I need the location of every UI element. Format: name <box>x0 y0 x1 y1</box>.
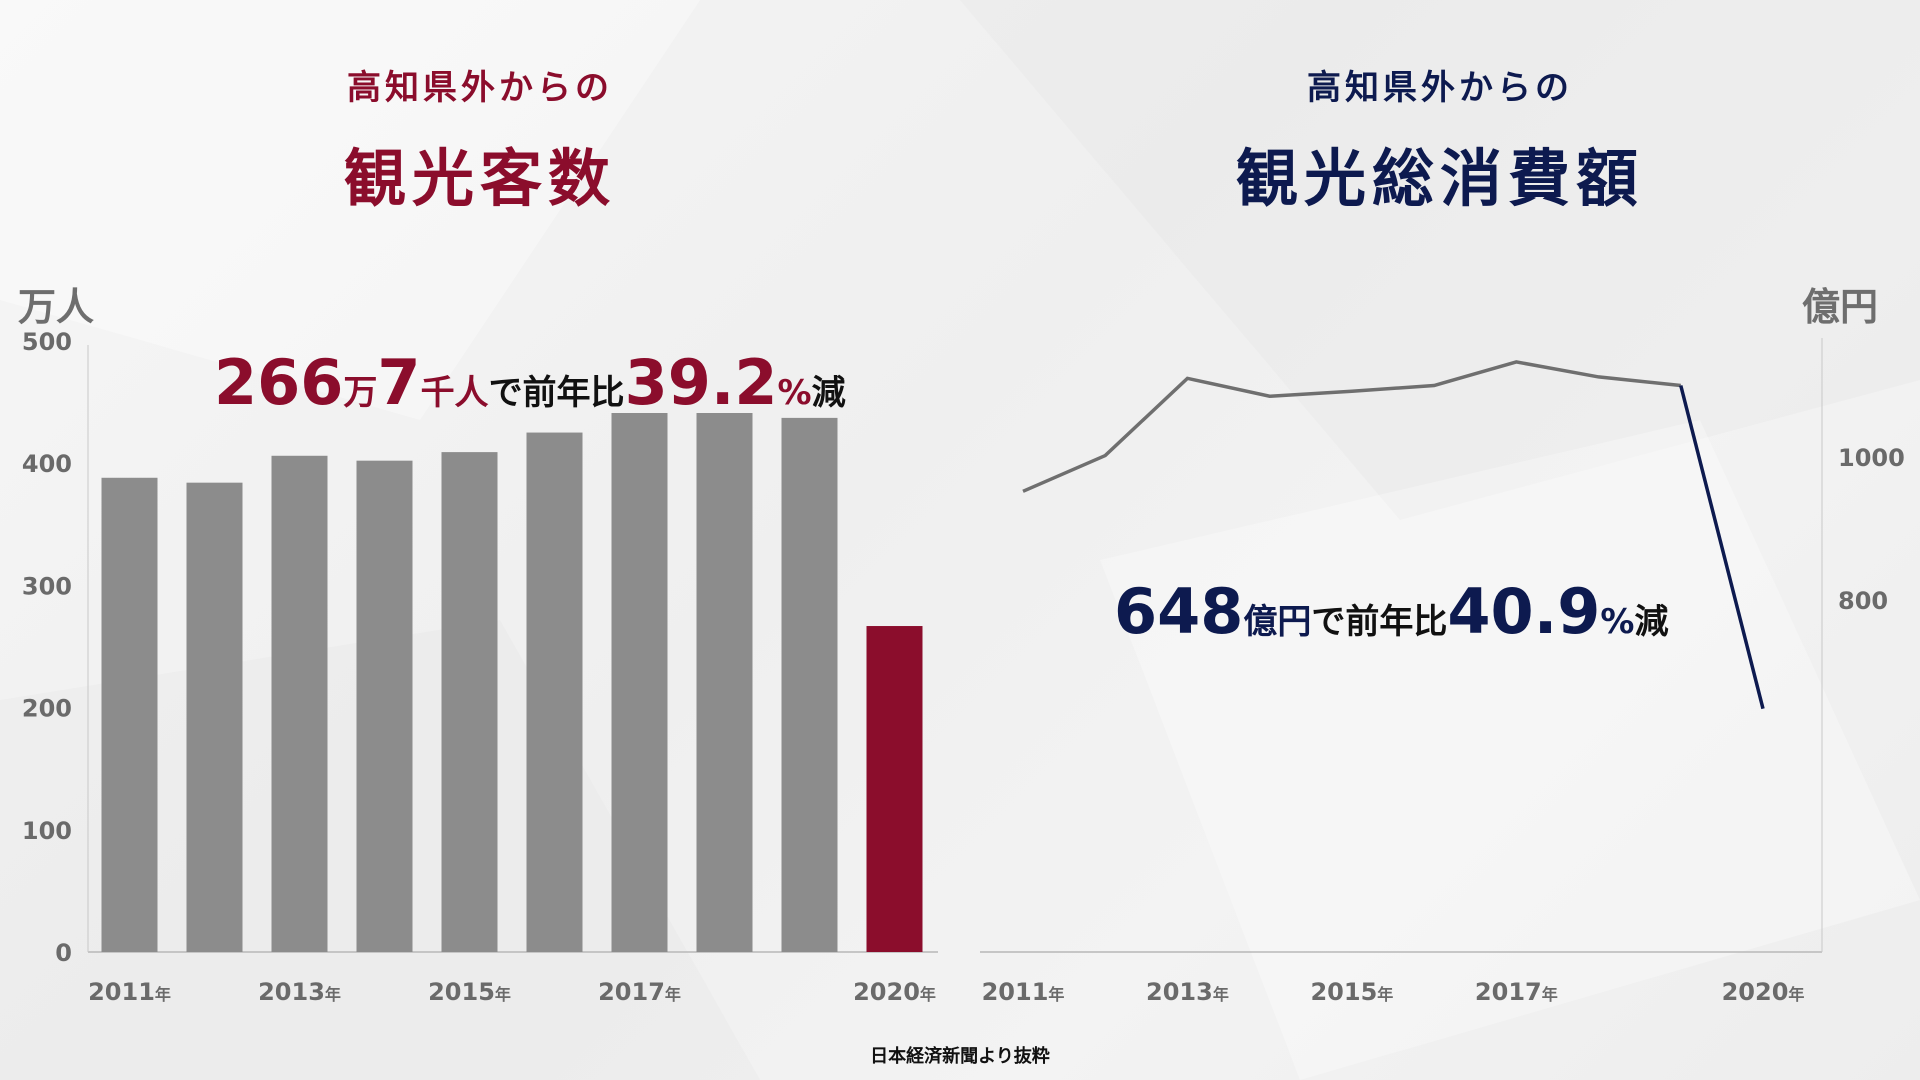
x-tick-label-2020: 2020年 <box>853 978 936 1006</box>
series-line-2020-drop <box>1679 385 1765 710</box>
bar-2015 <box>441 452 498 952</box>
callout-mid-text: で前年比 <box>488 373 625 413</box>
right-title: 観光総消費額 <box>1235 142 1644 215</box>
bar-2018 <box>696 413 753 952</box>
spending-line-chart: 800 1000 2011年 2013年 2015年 2017年 2020年 <box>980 338 1905 1006</box>
y-tick-label: 0 <box>55 939 72 967</box>
x-tick-label-2015: 2015年 <box>428 978 511 1006</box>
callout-unit: 億円 <box>1243 602 1312 642</box>
bar-2016 <box>526 432 583 952</box>
series-line <box>1022 360 1681 493</box>
y-tick-label: 800 <box>1838 587 1888 615</box>
x-tick-label-2017: 2017年 <box>598 978 681 1006</box>
callout-percent-value: 39.2 <box>624 346 778 419</box>
right-y-unit-label: 億円 <box>1802 285 1879 329</box>
x-tick-label-2015: 2015年 <box>1310 978 1393 1006</box>
callout-percent-value: 40.9 <box>1447 575 1601 648</box>
y-tick-label: 100 <box>22 817 72 845</box>
y-tick-label: 300 <box>22 572 72 600</box>
y-tick-label: 200 <box>22 695 72 723</box>
bar-2014 <box>356 460 413 952</box>
bar-2011 <box>101 477 158 952</box>
right-title-subtitle: 高知県外からの <box>1307 68 1573 108</box>
bar-2019 <box>781 417 838 952</box>
bar-2020 <box>866 626 923 952</box>
callout-value-sen: 7 <box>377 346 421 419</box>
left-callout: 266万7千人で前年比39.2%減 <box>214 346 846 419</box>
y-tick-label: 1000 <box>1838 444 1905 472</box>
y-tick-label: 400 <box>22 450 72 478</box>
callout-percent-sign: % <box>777 373 812 413</box>
source-credit: 日本経済新聞より抜粋 <box>870 1046 1050 1067</box>
callout-value-man: 266 <box>214 346 344 419</box>
callout-mid-text: で前年比 <box>1311 602 1448 642</box>
callout-unit-sennin: 千人 <box>420 373 489 413</box>
callout-tail-text: 減 <box>1634 602 1669 642</box>
x-tick-label-2013: 2013年 <box>258 978 341 1006</box>
bar-2017 <box>611 413 668 952</box>
y-tick-label: 500 <box>22 328 72 356</box>
x-tick-label-2013: 2013年 <box>1146 978 1229 1006</box>
callout-percent-sign: % <box>1600 602 1635 642</box>
x-tick-label-2020: 2020年 <box>1722 978 1805 1006</box>
left-title-subtitle: 高知県外からの <box>347 68 613 108</box>
left-y-unit-label: 万人 <box>18 285 95 329</box>
callout-value: 648 <box>1114 575 1244 648</box>
callout-tail-text: 減 <box>811 373 846 413</box>
bar-2013 <box>271 455 328 952</box>
bar-2012 <box>186 482 243 952</box>
x-tick-label-2011: 2011年 <box>982 978 1065 1006</box>
callout-unit-man: 万 <box>343 373 378 413</box>
left-title: 観光客数 <box>343 142 616 215</box>
right-callout: 648億円で前年比40.9%減 <box>1114 575 1668 648</box>
x-tick-label-2011: 2011年 <box>88 978 171 1006</box>
x-tick-label-2017: 2017年 <box>1475 978 1558 1006</box>
visitor-bar-chart: 0 100 200 300 400 500 2011年 2013年 2015年 2017年 2020… <box>22 328 938 1006</box>
